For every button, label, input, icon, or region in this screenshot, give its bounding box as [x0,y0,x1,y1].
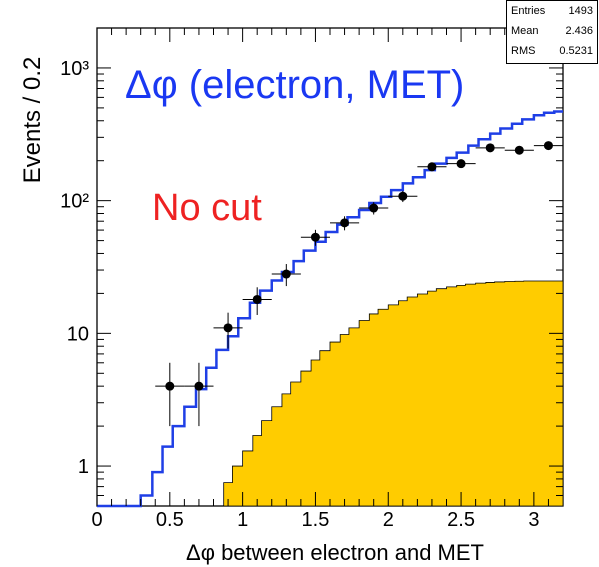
data-point [398,191,408,201]
data-point [281,269,291,279]
data-point [165,381,175,391]
data-point [427,162,437,172]
data-point [369,203,379,213]
x-tick-label: 0.5 [156,509,184,531]
data-point [340,218,350,228]
overlay-title: Δφ (electron, MET) [125,63,464,107]
x-tick-label: 3 [528,509,539,531]
y-tick-label: 1 [78,456,89,478]
data-point [514,145,524,155]
y-tick-label: 10² [60,191,89,213]
stats-label: Mean [511,25,539,37]
background-area [213,280,564,507]
stats-row-mean: Mean 2.436 [507,21,597,41]
x-tick-label: 1.5 [302,509,330,531]
y-tick-label: 10³ [60,58,89,80]
background-layer [213,280,564,507]
data-point [485,143,495,153]
x-axis-label: Δφ between electron and MET [186,540,484,565]
data-point [252,294,262,304]
x-tick-label: 2.5 [447,509,475,531]
overlay-cut-label: No cut [152,187,262,229]
stats-label: RMS [511,45,536,57]
stats-value: 0.5231 [559,45,593,57]
stats-value: 1493 [568,5,593,17]
data-point [456,159,466,169]
stats-box: Entries 1493 Mean 2.436 RMS 0.5231 [506,0,598,64]
x-tick-label: 1 [237,509,248,531]
data-point [223,323,233,333]
data-layer [155,141,563,427]
data-point [194,381,204,391]
x-tick-label: 2 [383,509,394,531]
stats-label: Entries [511,5,546,17]
y-tick-label: 10 [67,323,89,345]
data-point [310,232,320,242]
stats-value: 2.436 [565,25,593,37]
stats-row-rms: RMS 0.5231 [507,41,597,61]
data-point [543,141,553,151]
stats-row-entries: Entries 1493 [507,1,597,21]
x-tick-label: 0 [91,509,102,531]
y-axis-label: Events / 0.2 [19,57,46,184]
